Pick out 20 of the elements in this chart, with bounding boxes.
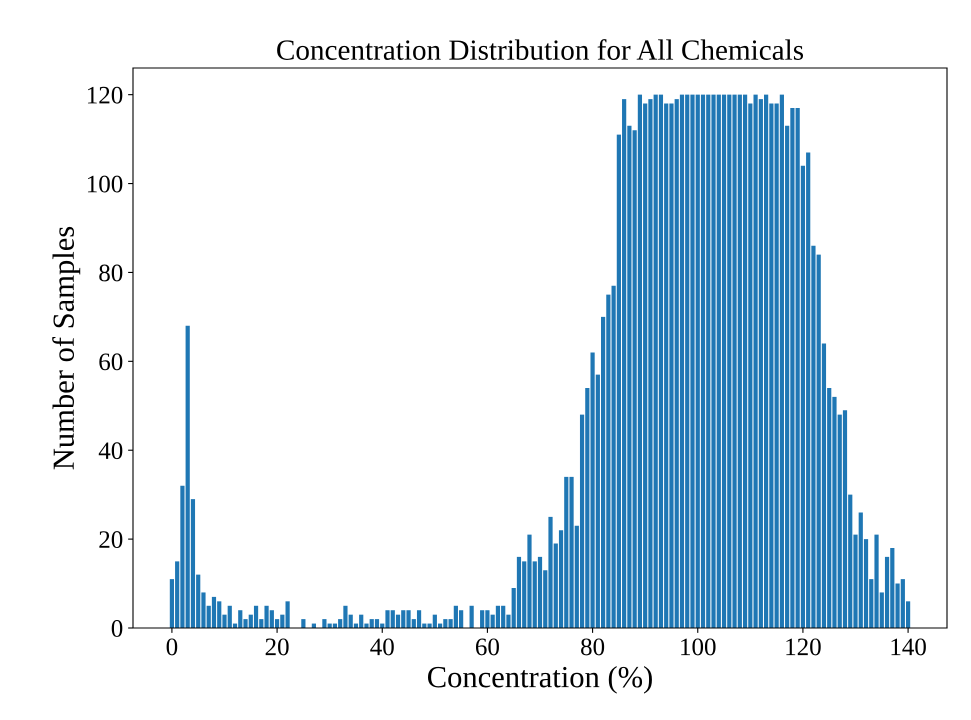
x-tick-label: 20 bbox=[266, 638, 289, 656]
chart-title: Concentration Distribution for All Chemicals bbox=[277, 39, 804, 60]
x-tick-label: 140 bbox=[892, 638, 926, 656]
bar bbox=[470, 606, 474, 628]
x-tick-label: 80 bbox=[581, 638, 604, 656]
y-tick-label: 0 bbox=[112, 620, 122, 637]
y-axis-title: Number of Samples bbox=[52, 226, 80, 470]
x-tick-label: 40 bbox=[370, 638, 394, 656]
y-tick-label: 80 bbox=[99, 264, 122, 282]
y-tick-label: 20 bbox=[99, 531, 122, 548]
y-tick-label: 120 bbox=[88, 86, 122, 104]
y-tick-label: 100 bbox=[88, 176, 122, 192]
x-tick-label: 60 bbox=[476, 638, 499, 656]
x-tick-label: 120 bbox=[786, 638, 821, 656]
x-tick-label: 0 bbox=[166, 638, 178, 656]
x-tick-label: 100 bbox=[681, 638, 716, 656]
y-tick-label: 40 bbox=[98, 442, 122, 460]
y-tick-label: 60 bbox=[99, 353, 122, 370]
bar bbox=[301, 619, 306, 628]
x-axis-title: Concentration (%) bbox=[428, 666, 652, 694]
